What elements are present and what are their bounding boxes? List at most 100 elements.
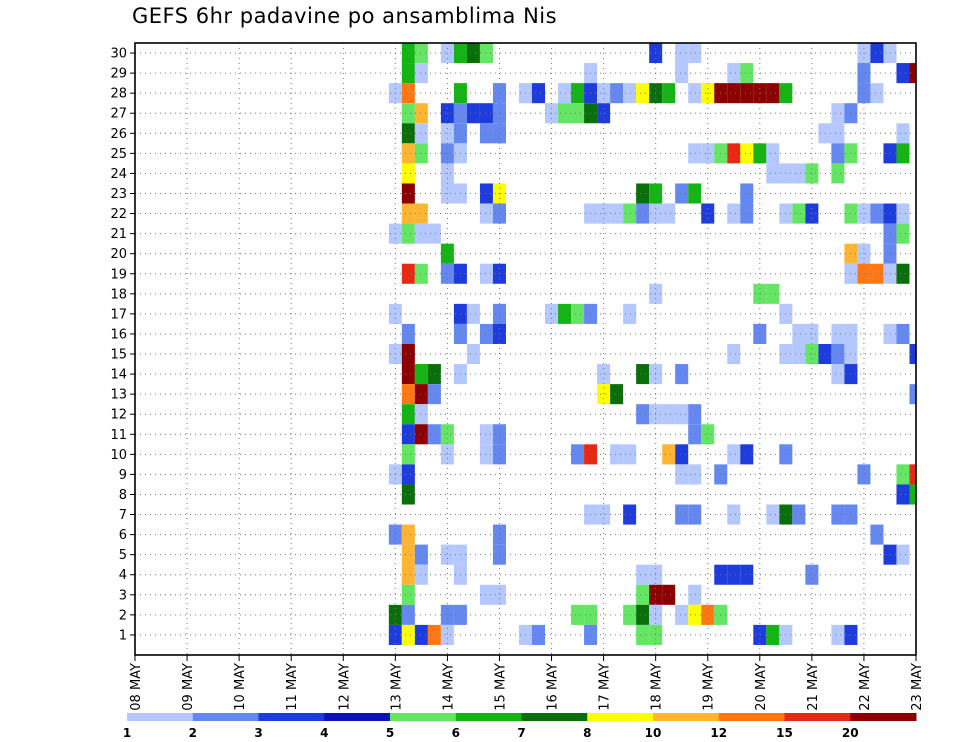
- data-cell: [831, 123, 845, 144]
- data-cell: [610, 384, 624, 405]
- colorbar-label: 12: [710, 726, 727, 740]
- x-tick-label: 21 MAY: [806, 663, 821, 711]
- chart-title: GEFS 6hr padavine po ansamblima Nis: [132, 4, 558, 28]
- data-cell: [414, 364, 428, 385]
- data-cell: [675, 63, 689, 84]
- y-tick-label: 13: [110, 388, 127, 403]
- data-cell: [532, 83, 546, 104]
- x-tick-label: 17 MAY: [598, 663, 613, 711]
- data-cell: [727, 564, 741, 585]
- data-cell: [688, 504, 702, 525]
- data-cell: [401, 223, 415, 244]
- y-tick-label: 8: [119, 488, 127, 503]
- data-cell: [492, 444, 506, 465]
- data-cell: [401, 604, 415, 625]
- data-cell: [492, 544, 506, 565]
- data-cell: [466, 303, 480, 324]
- data-cell: [831, 163, 845, 184]
- data-cell: [414, 103, 428, 124]
- x-tick-label: 20 MAY: [754, 663, 769, 711]
- data-cell: [401, 524, 415, 545]
- y-tick-label: 9: [119, 468, 127, 483]
- data-cell: [896, 63, 910, 84]
- data-cell: [427, 424, 441, 445]
- data-cell: [597, 384, 611, 405]
- data-cell: [675, 504, 689, 525]
- data-cell: [414, 424, 428, 445]
- data-cell: [688, 143, 702, 164]
- data-cell: [597, 364, 611, 385]
- data-cell: [401, 123, 415, 144]
- data-cell: [440, 604, 454, 625]
- data-cell: [610, 444, 624, 465]
- data-cell: [792, 203, 806, 224]
- data-cell: [870, 524, 884, 545]
- x-tick-label: 11 MAY: [285, 663, 300, 711]
- data-cell: [883, 223, 897, 244]
- data-cell: [479, 123, 493, 144]
- data-cell: [558, 83, 572, 104]
- data-cell: [636, 564, 650, 585]
- data-cell: [401, 484, 415, 505]
- y-tick-label: 24: [110, 167, 127, 182]
- data-cell: [883, 263, 897, 284]
- data-cell: [740, 564, 754, 585]
- data-cell: [818, 123, 832, 144]
- data-cell: [675, 364, 689, 385]
- data-cell: [401, 444, 415, 465]
- data-cell: [414, 544, 428, 565]
- colorbar-swatch: [192, 713, 259, 721]
- y-tick-label: 27: [110, 107, 127, 122]
- data-cell: [727, 143, 741, 164]
- data-cell: [688, 183, 702, 204]
- data-cell: [740, 143, 754, 164]
- data-cell: [727, 343, 741, 365]
- data-cell: [662, 444, 676, 465]
- data-cell: [688, 584, 702, 605]
- data-cell: [883, 323, 897, 344]
- data-cell: [740, 444, 754, 465]
- data-cell: [766, 624, 780, 645]
- data-cell: [610, 83, 624, 104]
- data-cell: [623, 504, 637, 525]
- data-cell: [401, 564, 415, 585]
- data-cell: [636, 584, 650, 605]
- x-tick-label: 08 MAY: [129, 663, 144, 711]
- data-cell: [909, 464, 916, 485]
- data-cell: [414, 203, 428, 224]
- colorbar-label: 6: [452, 726, 460, 740]
- data-cell: [831, 103, 845, 124]
- data-cell: [870, 263, 884, 284]
- y-tick-label: 28: [110, 87, 127, 102]
- data-cell: [857, 464, 871, 485]
- data-cell: [414, 143, 428, 164]
- x-tick-label: 10 MAY: [233, 663, 248, 711]
- x-tick-label: 15 MAY: [493, 663, 508, 711]
- data-cell: [792, 343, 806, 365]
- colorbar-swatch: [455, 713, 522, 721]
- data-cell: [401, 263, 415, 284]
- data-cell: [401, 83, 415, 104]
- colorbar-label: 2: [189, 726, 197, 740]
- data-cell: [896, 484, 910, 505]
- y-tick-label: 6: [119, 528, 127, 543]
- x-tick-label: 22 MAY: [858, 663, 873, 711]
- colorbar-label: 1: [123, 726, 131, 740]
- data-cell: [675, 464, 689, 485]
- data-cell: [766, 83, 780, 104]
- data-cell: [623, 203, 637, 224]
- data-cell: [479, 424, 493, 445]
- data-cell: [401, 464, 415, 485]
- data-cell: [401, 183, 415, 204]
- data-cell: [401, 43, 415, 64]
- data-cell: [831, 364, 845, 385]
- data-cell: [740, 183, 754, 204]
- data-cell: [479, 103, 493, 124]
- data-cell: [909, 384, 916, 405]
- data-cell: [636, 404, 650, 425]
- data-cell: [831, 143, 845, 164]
- x-tick-label: 09 MAY: [181, 663, 196, 711]
- data-cell: [688, 404, 702, 425]
- data-cell: [401, 424, 415, 445]
- data-cell: [909, 63, 916, 84]
